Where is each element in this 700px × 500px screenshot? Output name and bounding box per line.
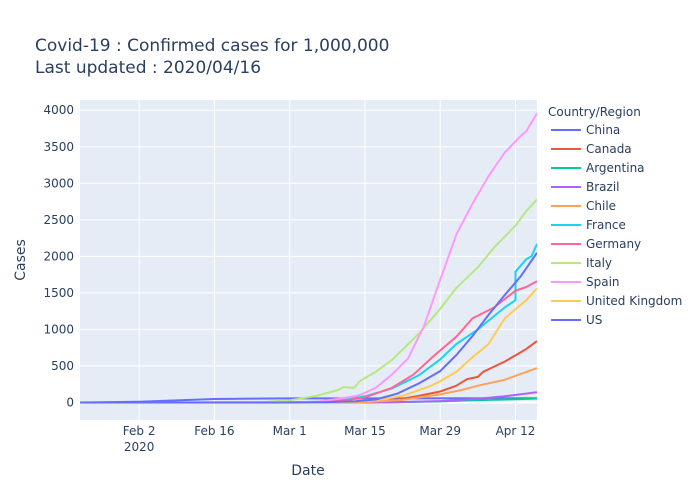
legend-label-italy: Italy [586, 256, 612, 270]
legend-title: Country/Region [548, 105, 641, 119]
series-line-us [80, 252, 537, 404]
x-tick-label: Mar 29 [419, 424, 461, 438]
chart-title: Covid-19 : Confirmed cases for 1,000,000 [35, 36, 389, 56]
x-axis-ticks: Feb 2 2020 Feb 16 Mar 1 Mar 15 Mar 29 Apr 12 [123, 424, 536, 454]
plot-area [80, 100, 537, 420]
series-lines [80, 112, 537, 404]
x-axis-title: Date [291, 463, 324, 479]
legend-label-argentina: Argentina [586, 161, 645, 175]
legend-label-united-kingdom: United Kingdom [586, 294, 682, 308]
grid-lines [80, 100, 537, 420]
legend-label-us: US [586, 313, 602, 327]
chart-subtitle: Last updated : 2020/04/16 [35, 58, 261, 78]
x-tick-year-label: 2020 [124, 440, 155, 454]
series-line-italy [80, 198, 537, 404]
legend-label-china: China [586, 123, 620, 137]
legend: Country/Region China Canada Argentina Brazi… [548, 105, 682, 327]
y-tick-label: 3000 [43, 176, 74, 190]
y-axis-ticks: 0 500 1000 1500 2000 2500 3000 3500 4000 [43, 103, 74, 409]
legend-label-canada: Canada [586, 142, 632, 156]
legend-label-france: France [586, 218, 626, 232]
legend-label-spain: Spain [586, 275, 620, 289]
y-axis-title: Cases [13, 239, 29, 281]
legend-label-germany: Germany [586, 237, 641, 251]
y-tick-label: 0 [66, 395, 74, 409]
x-tick-label: Mar 15 [344, 424, 386, 438]
x-tick-label: Mar 1 [273, 424, 307, 438]
y-tick-label: 2500 [43, 213, 74, 227]
x-tick-label: Feb 16 [194, 424, 234, 438]
y-tick-label: 500 [51, 359, 74, 373]
legend-label-chile: Chile [586, 199, 616, 213]
y-tick-label: 1500 [43, 286, 74, 300]
y-tick-label: 2000 [43, 249, 74, 263]
x-tick-label: Apr 12 [496, 424, 536, 438]
y-tick-label: 4000 [43, 103, 74, 117]
x-tick-label: Feb 2 [123, 424, 156, 438]
y-tick-label: 3500 [43, 140, 74, 154]
series-line-spain [80, 112, 537, 404]
legend-label-brazil: Brazil [586, 180, 620, 194]
y-tick-label: 1000 [43, 322, 74, 336]
